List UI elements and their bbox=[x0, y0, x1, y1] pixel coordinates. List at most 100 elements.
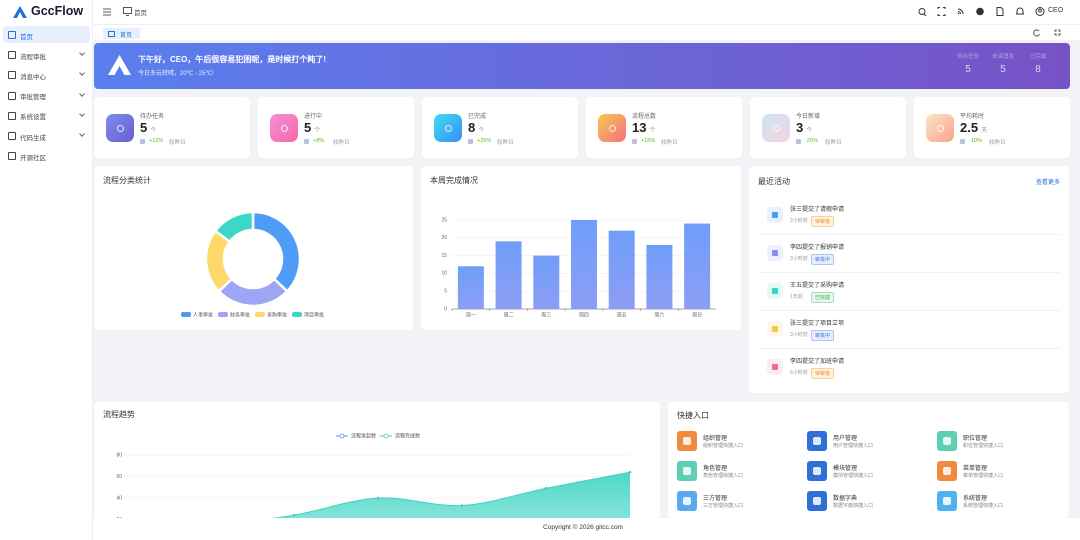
github-button[interactable] bbox=[976, 7, 984, 16]
bar bbox=[495, 241, 522, 309]
y-tick-label: 20 bbox=[441, 235, 447, 241]
bell-button[interactable] bbox=[1016, 7, 1024, 15]
quick-entry-item[interactable]: 数据字典 数据字典快捷入口 bbox=[807, 491, 927, 513]
fullscreen-button[interactable] bbox=[937, 7, 946, 16]
menu-label: 系统设置 bbox=[20, 114, 46, 122]
trend-icon bbox=[140, 139, 145, 144]
menu-item[interactable]: 审批管理 bbox=[3, 87, 90, 104]
menu-label: 开源社区 bbox=[20, 154, 46, 162]
quick-entry-glyph bbox=[683, 467, 691, 475]
user-name[interactable]: CEO bbox=[1048, 7, 1064, 14]
x-tick-label: 周二 bbox=[504, 312, 514, 318]
menu-icon bbox=[8, 91, 16, 100]
banner-stat-label: 未读消息 bbox=[991, 54, 1014, 60]
quick-entry-item[interactable]: 系统管理 系统管理快捷入口 bbox=[937, 491, 1057, 513]
legend-label: 财务审批 bbox=[230, 311, 250, 318]
quick-entry-icon bbox=[807, 491, 827, 511]
rss-button[interactable] bbox=[957, 8, 964, 15]
banner-stat-value: 5 bbox=[965, 64, 971, 75]
stat-unit: 个 bbox=[806, 128, 813, 134]
activity-item[interactable]: 王五提交了采购申请 1天前 已完成 bbox=[758, 273, 1060, 311]
menu-item[interactable]: 系统设置 bbox=[3, 107, 90, 124]
menu-icon bbox=[8, 152, 16, 161]
quick-entry-name: 职位管理 bbox=[963, 436, 988, 442]
stat-card: 待办任务 5 个 +12% 较昨日 bbox=[94, 97, 250, 158]
tab-bar bbox=[93, 25, 1080, 40]
menu-item[interactable]: 代码生成 bbox=[3, 127, 90, 144]
bar bbox=[608, 230, 635, 309]
bar bbox=[646, 244, 673, 309]
banner-stat-value: 8 bbox=[1035, 64, 1041, 75]
stat-icon bbox=[106, 114, 134, 142]
legend-swatch bbox=[181, 312, 191, 317]
sidebar: GccFlow 首页 流程审批 消息中心 审批管理 系统设置 代码生成 开源社区 bbox=[0, 0, 93, 540]
quick-entry-desc: 职位管理快捷入口 bbox=[963, 443, 1004, 449]
view-more[interactable]: 查看更多 bbox=[1035, 180, 1060, 186]
activity-item[interactable]: 张三提交了请假申请 2小时前 待审批 bbox=[758, 197, 1060, 235]
legend-label: 采购审批 bbox=[267, 311, 287, 318]
area bbox=[276, 472, 630, 518]
stat-compare: 较昨日 bbox=[169, 140, 186, 146]
menu-icon bbox=[8, 51, 16, 60]
search-button[interactable] bbox=[918, 8, 927, 17]
quick-entry-item[interactable]: 用户管理 用户管理快捷入口 bbox=[807, 431, 927, 453]
trend-panel: 流程趋势020406080流程发起数流程完成数 bbox=[94, 402, 660, 518]
stat-value-line: 2.5 天 bbox=[960, 119, 987, 137]
tab[interactable]: 首页 bbox=[103, 28, 140, 39]
expand-button[interactable] bbox=[1054, 29, 1061, 36]
chart: 流程趋势020406080流程发起数流程完成数 bbox=[103, 409, 632, 518]
activity-item[interactable]: 张三提交了项目立项 3小时前 审批中 bbox=[758, 311, 1060, 349]
status-tag: 审批中 bbox=[811, 329, 835, 341]
stat-card: 已完成 8 个 +25% 较昨日 bbox=[422, 97, 578, 158]
legend-swatch bbox=[218, 312, 228, 317]
quick-entry-icon bbox=[807, 461, 827, 481]
y-tick-label: 0 bbox=[444, 306, 447, 312]
stat-value: 5 bbox=[140, 120, 148, 135]
point bbox=[292, 513, 296, 517]
quick-entry-desc: 用户管理快捷入口 bbox=[833, 443, 874, 449]
quick-entry-item[interactable]: 组织管理 组织管理快捷入口 bbox=[677, 431, 797, 453]
activity-icon bbox=[767, 245, 783, 261]
chart-title: 流程分类统计 bbox=[103, 175, 151, 185]
menu-item[interactable]: 消息中心 bbox=[3, 66, 90, 83]
x-tick-label: 周五 bbox=[617, 312, 627, 318]
user-avatar[interactable] bbox=[1035, 7, 1045, 16]
quick-entry-item[interactable]: 模块管理 模块管理快捷入口 bbox=[807, 461, 927, 483]
menu-toggle[interactable] bbox=[103, 8, 111, 16]
quick-entry-glyph bbox=[943, 437, 951, 445]
copyright: Copyright © 2026 gitcc.com bbox=[543, 524, 623, 531]
quick-entry-item[interactable]: 三方管理 三方管理快捷入口 bbox=[677, 491, 797, 513]
quick-entry-item[interactable]: 职位管理 职位管理快捷入口 bbox=[937, 431, 1057, 453]
toolbar-icons bbox=[918, 7, 1045, 17]
menu-item[interactable]: 首页 bbox=[3, 26, 90, 43]
breadcrumb[interactable]: 首页 bbox=[134, 10, 147, 17]
stat-label: 今日新增 bbox=[796, 114, 821, 120]
quick-entry-desc: 菜单管理快捷入口 bbox=[963, 473, 1004, 479]
quick-entry-name: 角色管理 bbox=[703, 466, 728, 472]
x-tick-label: 周三 bbox=[541, 312, 551, 318]
menu-item[interactable]: 开源社区 bbox=[3, 147, 90, 164]
refresh-button[interactable] bbox=[1033, 29, 1040, 37]
quick-entry-name: 数据字典 bbox=[833, 496, 858, 502]
y-tick-label: 5 bbox=[444, 289, 447, 295]
point bbox=[544, 487, 548, 490]
quick-entry-desc: 角色管理快捷入口 bbox=[703, 473, 744, 479]
quick-entry-item[interactable]: 角色管理 角色管理快捷入口 bbox=[677, 461, 797, 483]
status-tag: 审批中 bbox=[811, 253, 835, 265]
stat-icon bbox=[270, 114, 298, 142]
activity-item[interactable]: 李四提交了报销申请 3小时前 审批中 bbox=[758, 235, 1060, 273]
quick-entry-item[interactable]: 菜单管理 菜单管理快捷入口 bbox=[937, 461, 1057, 483]
menu-item[interactable]: 流程审批 bbox=[3, 46, 90, 63]
quick-entry-icon bbox=[677, 431, 697, 451]
point bbox=[376, 496, 380, 500]
breadcrumb-icon bbox=[123, 7, 132, 16]
quick-entry-icon bbox=[807, 431, 827, 451]
y-tick-label: 10 bbox=[441, 271, 447, 277]
doc-button[interactable] bbox=[996, 7, 1004, 16]
stat-card: 平均耗时 2.5 天 -10% 较昨日 bbox=[914, 97, 1070, 158]
activity-item[interactable]: 李四提交了加班申请 6小时前 待审批 bbox=[758, 349, 1060, 386]
activity-icon bbox=[767, 283, 783, 299]
quick-entry-glyph bbox=[813, 497, 821, 505]
